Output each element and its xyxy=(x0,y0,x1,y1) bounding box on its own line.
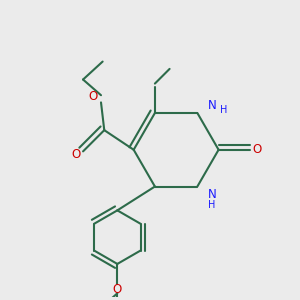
Text: N: N xyxy=(208,188,216,201)
Text: H: H xyxy=(220,105,228,115)
Text: O: O xyxy=(71,148,80,161)
Text: O: O xyxy=(252,143,261,156)
Text: O: O xyxy=(113,283,122,296)
Text: H: H xyxy=(208,200,216,210)
Text: O: O xyxy=(88,90,98,103)
Text: N: N xyxy=(208,99,216,112)
